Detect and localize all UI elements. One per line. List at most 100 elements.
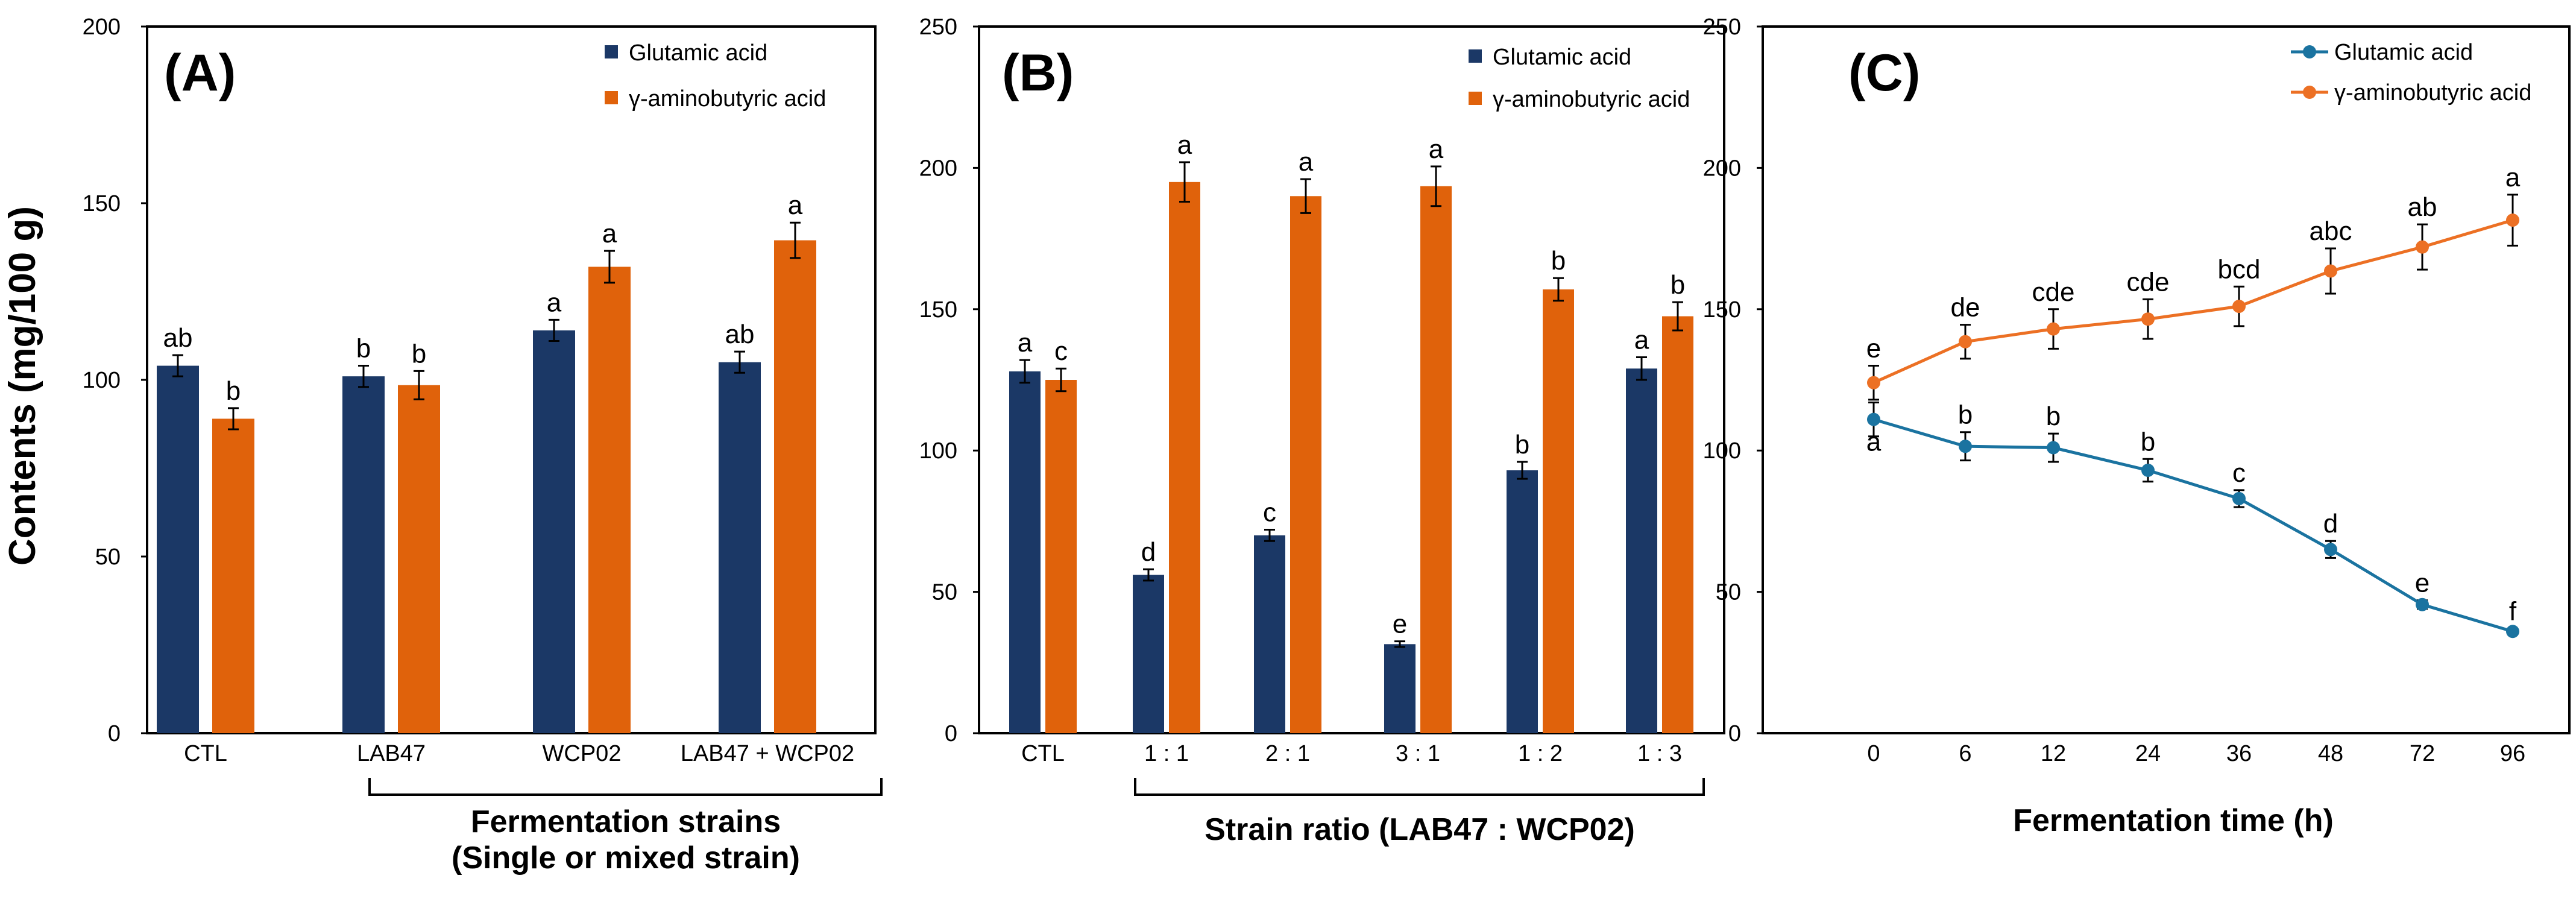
panel-c-sig-label-aminobutyric-acid-0: e xyxy=(1866,334,1881,364)
panel-c-point-glutamic-acid-48 xyxy=(2324,543,2337,557)
panel-c-point-glutamic-acid-96 xyxy=(2506,625,2519,639)
panel-b-bar-glutamic-acid-3-1 xyxy=(1384,644,1416,733)
panel-c-point-aminobutyric-acid-0 xyxy=(1867,376,1880,390)
panel-c-sig-label-aminobutyric-acid-36: bcd xyxy=(2218,254,2261,284)
panel-b-x-label-1-3: 1 : 3 xyxy=(1637,741,1682,766)
panel-b-sig-label-aminobutyric-acid-1-1: a xyxy=(1177,130,1192,160)
panel-b-error-bar-glutamic-acid-ctl xyxy=(1019,359,1030,384)
panel-c-point-glutamic-acid-72 xyxy=(2416,598,2429,611)
legend-swatch-glutamic-acid xyxy=(605,45,618,58)
panel-c-y-tick-200: 200 xyxy=(1703,156,1741,181)
panel-c-sig-label-aminobutyric-acid-72: ab xyxy=(2408,192,2437,222)
panel-a-y-tick-200: 200 xyxy=(83,14,121,40)
panel-c-point-aminobutyric-acid-36 xyxy=(2232,300,2246,314)
panel-b-bar-glutamic-acid-1-3 xyxy=(1626,368,1657,733)
panel-b-sig-label-glutamic-acid-3-1: e xyxy=(1393,610,1407,639)
panel-c-point-glutamic-acid-6 xyxy=(1959,440,1972,453)
panel-b-legend: Glutamic acid γ-aminobutyric acid xyxy=(1469,45,1690,112)
panel-a-sig-label-aminobutyric-acid-ctl: b xyxy=(226,376,241,406)
panel-c-label: (C) xyxy=(1848,44,1920,102)
panel-a-sig-label-aminobutyric-acid-lab47-wcp02: a xyxy=(788,191,803,220)
panel-c-x-label-72: 72 xyxy=(2410,741,2435,766)
panel-c-point-glutamic-acid-0 xyxy=(1867,412,1880,426)
panel-a-sig-label-glutamic-acid-wcp02: a xyxy=(547,288,562,317)
panel-c-point-glutamic-acid-12 xyxy=(2047,441,2060,455)
panel-a-group-bracket xyxy=(368,778,883,796)
panel-a-bar-glutamic-acid-lab47-wcp02 xyxy=(719,362,761,733)
panel-a-x-label-ctl: CTL xyxy=(184,741,227,766)
panel-c-x-title: Fermentation time (h) xyxy=(2013,803,2334,838)
panel-c-x-label-12: 12 xyxy=(2041,741,2066,766)
panel-a-x-label-lab47-wcp02: LAB47 + WCP02 xyxy=(681,741,854,766)
panel-b-sig-label-glutamic-acid-1-3: a xyxy=(1634,325,1649,355)
panel-c-line-aminobutyric-acid xyxy=(1872,218,2513,384)
panel-a-x-label-lab47: LAB47 xyxy=(357,741,426,766)
panel-b-bar-aminobutyric-acid-1-2 xyxy=(1543,289,1574,733)
panel-b-bar-aminobutyric-acid-1-1 xyxy=(1169,181,1200,734)
panel-b-sig-label-glutamic-acid-1-1: d xyxy=(1141,537,1156,567)
panel-a-bar-glutamic-acid-wcp02 xyxy=(533,330,575,733)
panel-a-bar-glutamic-acid-lab47 xyxy=(342,376,385,733)
panel-a-bar-aminobutyric-acid-ctl xyxy=(212,418,254,733)
panel-b-error-bar-aminobutyric-acid-ctl xyxy=(1056,367,1066,393)
panel-c-sig-label-aminobutyric-acid-48: abc xyxy=(2310,216,2352,246)
panel-c-line-glutamic-acid xyxy=(1873,418,2513,633)
panel-b-sig-label-glutamic-acid-1-2: b xyxy=(1515,430,1529,459)
panel-c-sig-label-glutamic-acid-24: b xyxy=(2141,427,2155,456)
panel-c-sig-label-glutamic-acid-48: d xyxy=(2323,509,2338,538)
panel-b-error-bar-aminobutyric-acid-1-2 xyxy=(1553,277,1564,302)
panel-b-y-tick-0: 0 xyxy=(945,721,957,746)
panel-b-sig-label-glutamic-acid-ctl: a xyxy=(1018,328,1033,358)
panel-a-error-bar-aminobutyric-acid-lab47-wcp02 xyxy=(790,221,801,259)
panel-a-sig-label-aminobutyric-acid-wcp02: a xyxy=(602,219,617,248)
panel-c-y-tick-250: 250 xyxy=(1703,14,1741,40)
panel-b-sig-label-aminobutyric-acid-2-1: a xyxy=(1299,147,1314,177)
panel-c-y-tick-50: 50 xyxy=(1716,580,1741,605)
legend-marker-gaba xyxy=(2303,86,2316,99)
panel-a-frame xyxy=(146,25,877,734)
panel-a-bar-glutamic-acid-ctl xyxy=(157,365,199,733)
panel-b-x-label-2-1: 2 : 1 xyxy=(1265,741,1310,766)
panel-b-x-title: Strain ratio (LAB47 : WCP02) xyxy=(1205,812,1635,847)
panel-c-sig-label-aminobutyric-acid-6: de xyxy=(1951,293,1980,323)
panel-b-error-bar-glutamic-acid-1-3 xyxy=(1636,356,1647,381)
panel-c-y-tick-100: 100 xyxy=(1703,438,1741,464)
panel-b-y-tick-100: 100 xyxy=(919,438,957,464)
panel-a-error-bar-glutamic-acid-lab47-wcp02 xyxy=(734,350,745,374)
panel-b-sig-label-aminobutyric-acid-3-1: a xyxy=(1429,134,1444,164)
panel-b-x-label-3-1: 3 : 1 xyxy=(1396,741,1440,766)
panel-c-sig-label-glutamic-acid-6: b xyxy=(1958,400,1973,430)
panel-a-sig-label-glutamic-acid-lab47-wcp02: ab xyxy=(725,320,755,349)
panel-b-bar-glutamic-acid-2-1 xyxy=(1254,535,1285,733)
panel-c-legend: Glutamic acid γ-aminobutyric acid xyxy=(2291,40,2531,106)
panel-a-bar-aminobutyric-acid-lab47-wcp02 xyxy=(774,240,816,733)
panel-a-error-bar-glutamic-acid-wcp02 xyxy=(549,318,559,342)
panel-c-point-glutamic-acid-24 xyxy=(2141,464,2155,478)
panel-b-sig-label-glutamic-acid-2-1: c xyxy=(1263,497,1276,527)
panel-c-point-aminobutyric-acid-48 xyxy=(2324,264,2337,278)
panel-c-x-label-36: 36 xyxy=(2226,741,2252,766)
legend-label-glutamic-acid: Glutamic acid xyxy=(2334,40,2473,65)
panel-c-x-label-6: 6 xyxy=(1959,741,1971,766)
panel-b-y-tick-50: 50 xyxy=(932,580,957,605)
panel-b-x-label-ctl: CTL xyxy=(1021,741,1065,766)
panel-a-error-bar-aminobutyric-acid-ctl xyxy=(228,407,239,431)
panel-a-x-title-line1: Fermentation strains xyxy=(471,804,781,839)
panel-b-sig-label-aminobutyric-acid-1-3: b xyxy=(1671,270,1685,300)
panel-c-sig-label-glutamic-acid-36: c xyxy=(2232,458,2246,488)
panel-a-bar-aminobutyric-acid-wcp02 xyxy=(588,267,631,734)
panel-a: (A) Glutamic acid γ-aminobutyric acid 0 5… xyxy=(83,14,883,875)
panel-a-x-title-line2: (Single or mixed strain) xyxy=(452,841,800,875)
panel-b-label: (B) xyxy=(1002,44,1074,102)
panel-c-sig-label-glutamic-acid-96: f xyxy=(2509,597,2517,626)
panel-b-error-bar-aminobutyric-acid-1-3 xyxy=(1672,301,1683,332)
panel-a-label: (A) xyxy=(164,44,236,102)
panel-b-error-bar-glutamic-acid-1-1 xyxy=(1143,568,1154,582)
panel-c-x-label-24: 24 xyxy=(2135,741,2161,766)
panel-b-bar-glutamic-acid-1-2 xyxy=(1507,470,1538,733)
panel-b-error-bar-glutamic-acid-2-1 xyxy=(1264,528,1275,542)
panel-b-bar-aminobutyric-acid-3-1 xyxy=(1420,186,1452,733)
panel-c-x-label-0: 0 xyxy=(1867,741,1880,766)
legend-swatch-gaba xyxy=(1469,92,1482,105)
